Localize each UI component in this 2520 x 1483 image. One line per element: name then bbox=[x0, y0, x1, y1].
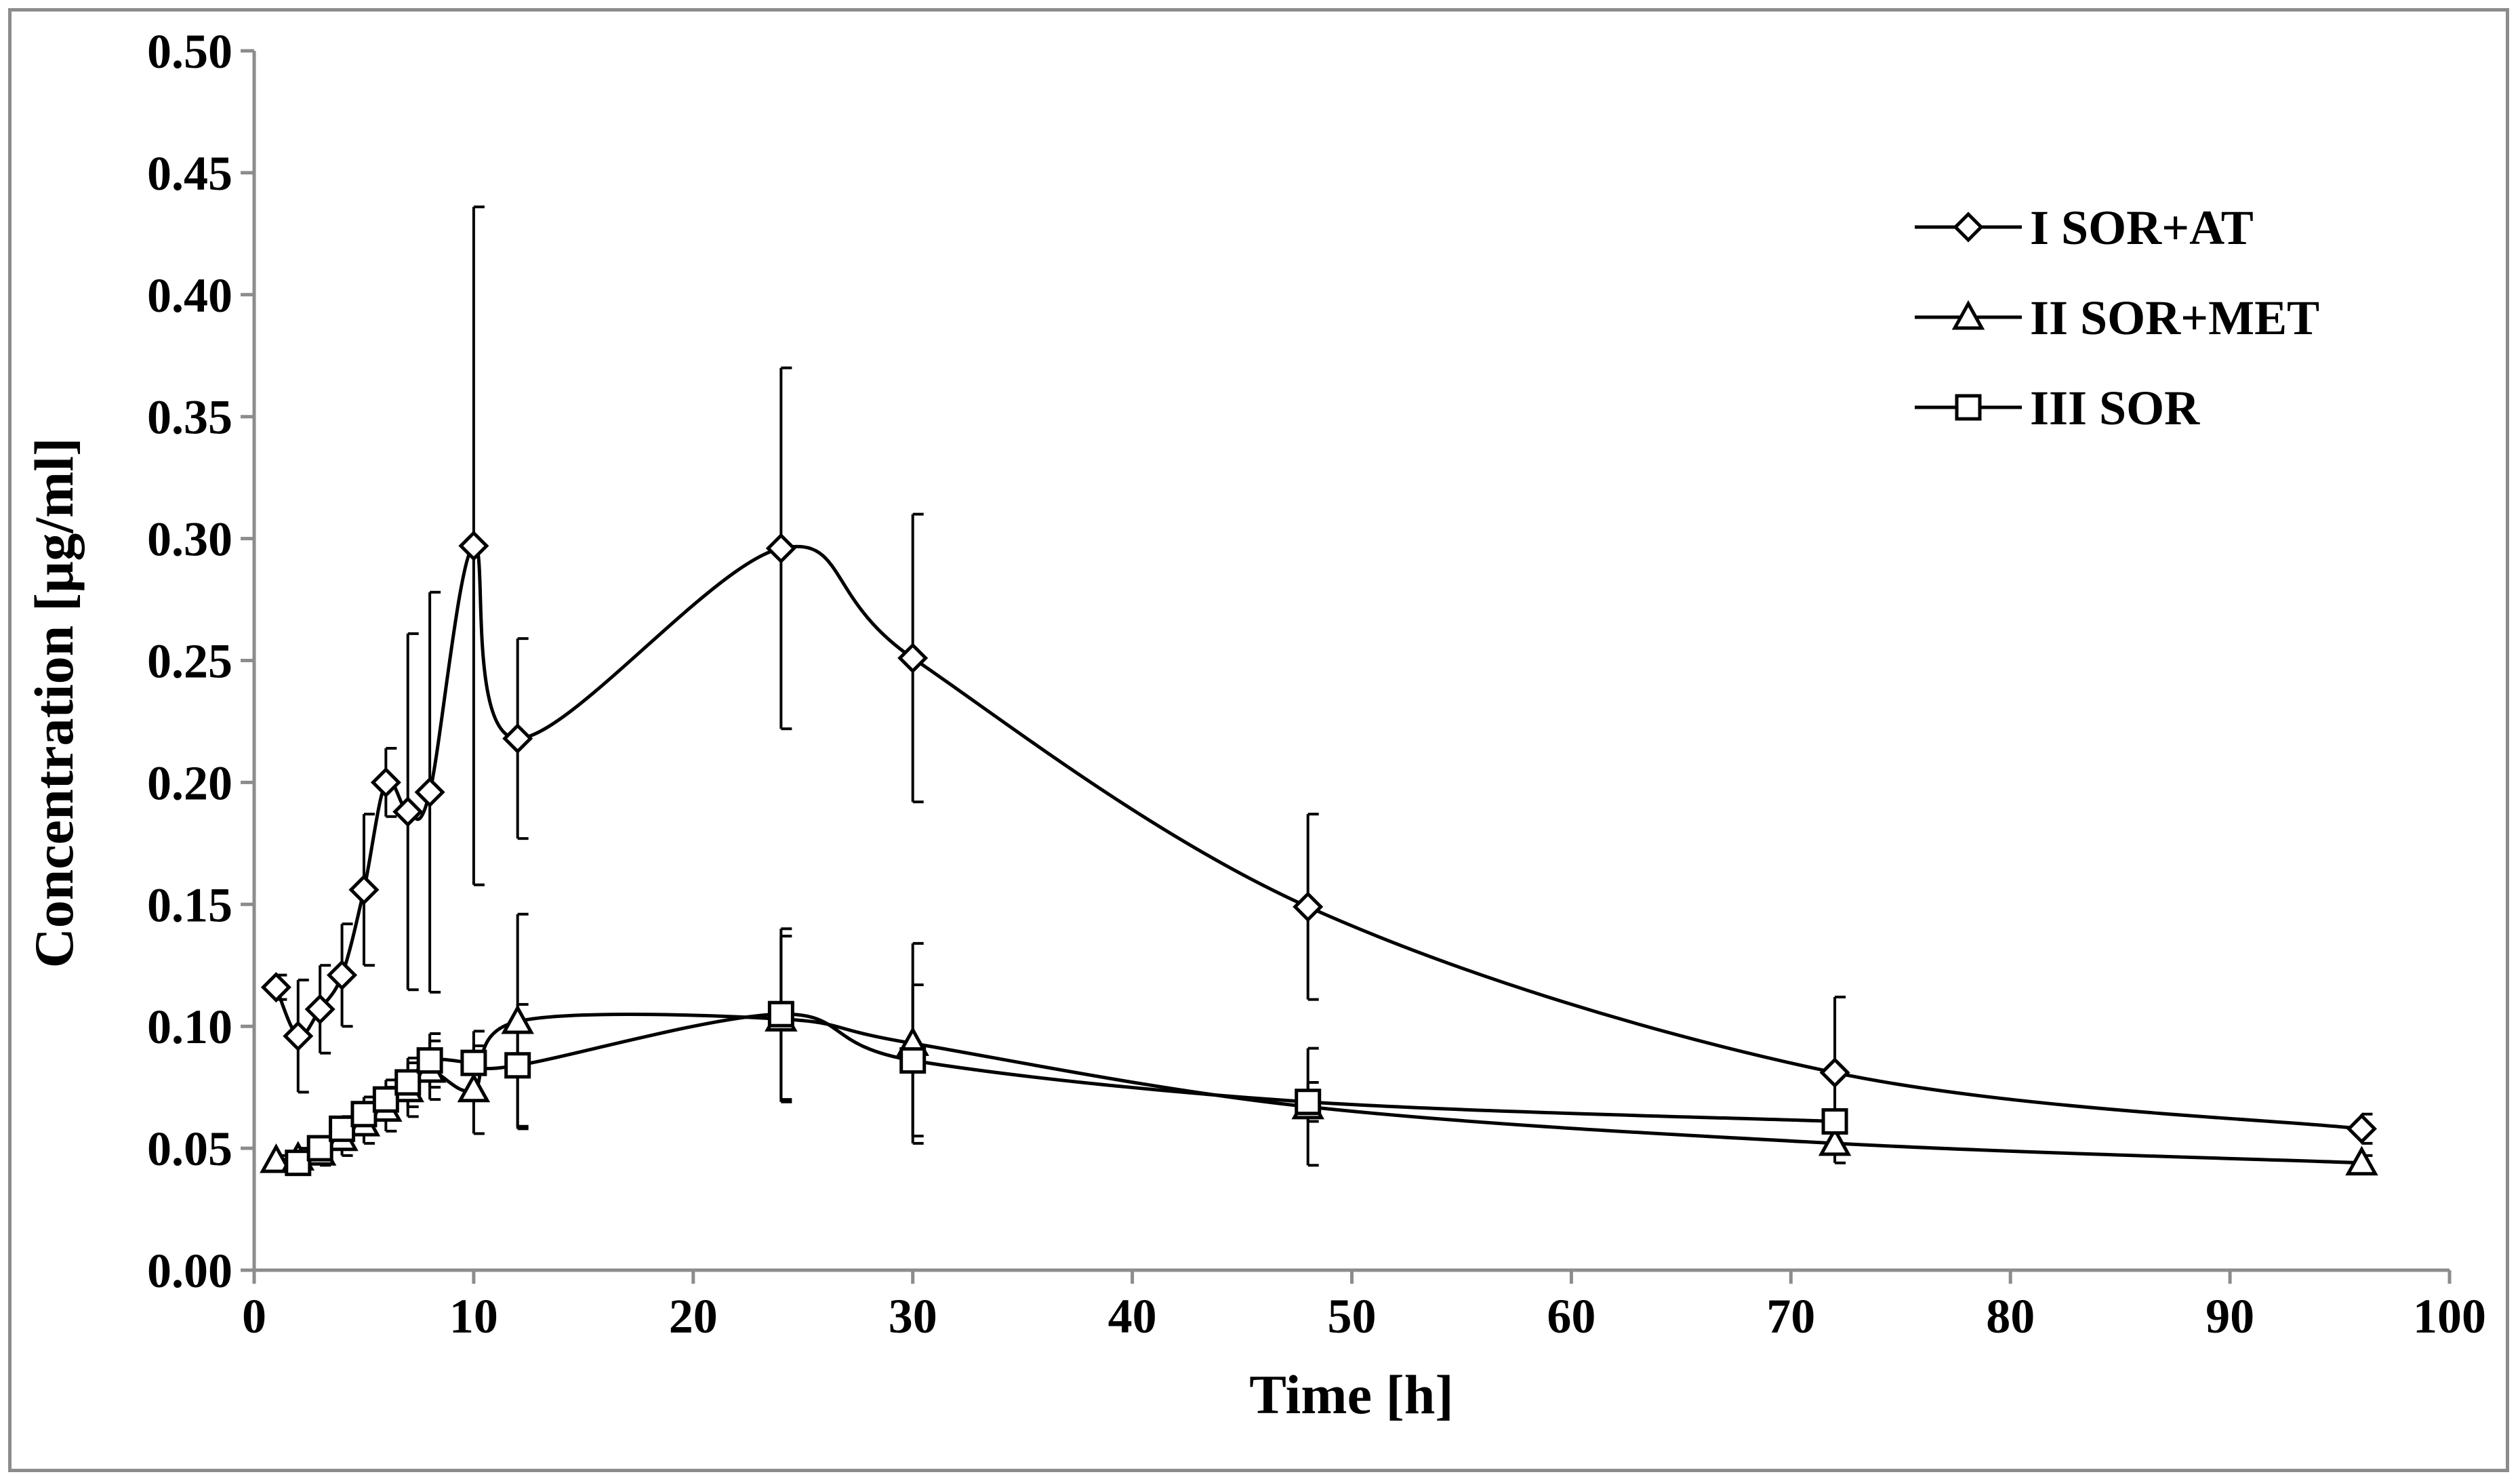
y-tick-label: 0.10 bbox=[147, 1000, 232, 1054]
concentration-time-chart: 0.00 0.05 0.10 0.15 0.20 0.25 0.30 0.35 0.40 0.45… bbox=[23, 24, 2486, 1425]
axes: 0.00 0.05 0.10 0.15 0.20 0.25 0.30 0.35 0.40 0.45… bbox=[147, 24, 2486, 1343]
data-point-series-1 bbox=[1819, 1057, 1850, 1089]
data-point-series-2 bbox=[2345, 1145, 2378, 1176]
x-tick-label: 0 bbox=[242, 1289, 266, 1343]
legend-marker-3 bbox=[1955, 394, 1982, 421]
data-point-series-1 bbox=[370, 767, 401, 798]
data-point-series-1 bbox=[1293, 891, 1324, 922]
data-point-series-1 bbox=[327, 960, 358, 991]
data-point-series-3 bbox=[394, 1069, 422, 1096]
x-tick-label: 100 bbox=[2413, 1289, 2486, 1343]
data-point-series-3 bbox=[285, 1150, 312, 1177]
legend: I SOR+AT II SOR+MET III SOR bbox=[1915, 201, 2319, 435]
x-tick-label: 90 bbox=[2206, 1289, 2254, 1343]
series-line-2 bbox=[276, 1013, 2362, 1165]
x-tick-label: 40 bbox=[1108, 1289, 1157, 1343]
y-tick-label: 0.30 bbox=[147, 512, 232, 567]
data-point-series-3 bbox=[504, 1052, 531, 1079]
data-point-series-1 bbox=[765, 533, 796, 564]
data-point-series-3 bbox=[372, 1086, 399, 1113]
data-point-series-3 bbox=[350, 1101, 378, 1128]
data-point-series-3 bbox=[899, 1047, 927, 1074]
series-line-1 bbox=[275, 544, 2362, 1131]
data-point-series-1 bbox=[2346, 1113, 2377, 1144]
data-point-series-2 bbox=[260, 1143, 293, 1173]
markers bbox=[260, 530, 2378, 1177]
x-tick-label: 60 bbox=[1547, 1289, 1596, 1343]
data-point-series-2 bbox=[501, 1004, 534, 1034]
data-point-series-3 bbox=[329, 1115, 356, 1142]
y-tick-label: 0.50 bbox=[147, 24, 232, 79]
y-tick-label: 0.00 bbox=[147, 1244, 232, 1298]
data-point-series-1 bbox=[458, 530, 489, 561]
x-tick-label: 20 bbox=[669, 1289, 718, 1343]
x-axis-title: Time [h] bbox=[1249, 1364, 1453, 1425]
series-lines bbox=[275, 544, 2362, 1165]
y-tick-label: 0.05 bbox=[147, 1122, 232, 1176]
data-point-series-1 bbox=[304, 994, 336, 1025]
x-tick-label: 50 bbox=[1328, 1289, 1377, 1343]
data-point-series-1 bbox=[897, 643, 929, 674]
chart-frame: 0.00 0.05 0.10 0.15 0.20 0.25 0.30 0.35 0.40 0.45… bbox=[8, 8, 2509, 1472]
y-axis-title: Concentration [µg/ml] bbox=[23, 438, 85, 969]
data-point-series-3 bbox=[767, 1000, 794, 1028]
legend-label-2: II SOR+MET bbox=[2030, 291, 2319, 345]
data-point-series-1 bbox=[283, 1021, 314, 1052]
y-tick-label: 0.15 bbox=[147, 878, 232, 932]
data-point-series-3 bbox=[1295, 1089, 1322, 1116]
y-tick-label: 0.25 bbox=[147, 634, 232, 689]
data-point-series-1 bbox=[348, 874, 380, 906]
series-line-3 bbox=[297, 1012, 1835, 1164]
data-point-series-1 bbox=[502, 723, 533, 754]
data-point-series-1 bbox=[260, 972, 291, 1003]
legend-label-1: I SOR+AT bbox=[2030, 201, 2254, 255]
legend-marker-2 bbox=[1951, 300, 1985, 330]
error-bars bbox=[275, 205, 2373, 1172]
x-tick-label: 80 bbox=[1986, 1289, 2035, 1343]
data-point-series-2 bbox=[457, 1072, 491, 1103]
data-point-series-1 bbox=[392, 796, 424, 828]
data-point-series-3 bbox=[416, 1047, 443, 1074]
x-tick-label: 10 bbox=[449, 1289, 498, 1343]
y-tick-label: 0.45 bbox=[147, 146, 232, 201]
data-point-series-1 bbox=[414, 777, 445, 808]
y-tick-label: 0.35 bbox=[147, 390, 232, 445]
data-point-series-2 bbox=[1818, 1126, 1852, 1156]
x-tick-label: 30 bbox=[889, 1289, 937, 1343]
x-tick-label: 70 bbox=[1766, 1289, 1815, 1343]
y-tick-label: 0.20 bbox=[147, 756, 232, 810]
data-point-series-3 bbox=[460, 1049, 487, 1076]
legend-marker-1 bbox=[1953, 211, 1984, 243]
legend-label-3: III SOR bbox=[2030, 381, 2200, 435]
data-point-series-3 bbox=[306, 1135, 333, 1162]
y-tick-label: 0.40 bbox=[147, 268, 232, 323]
data-point-series-3 bbox=[1821, 1108, 1848, 1135]
